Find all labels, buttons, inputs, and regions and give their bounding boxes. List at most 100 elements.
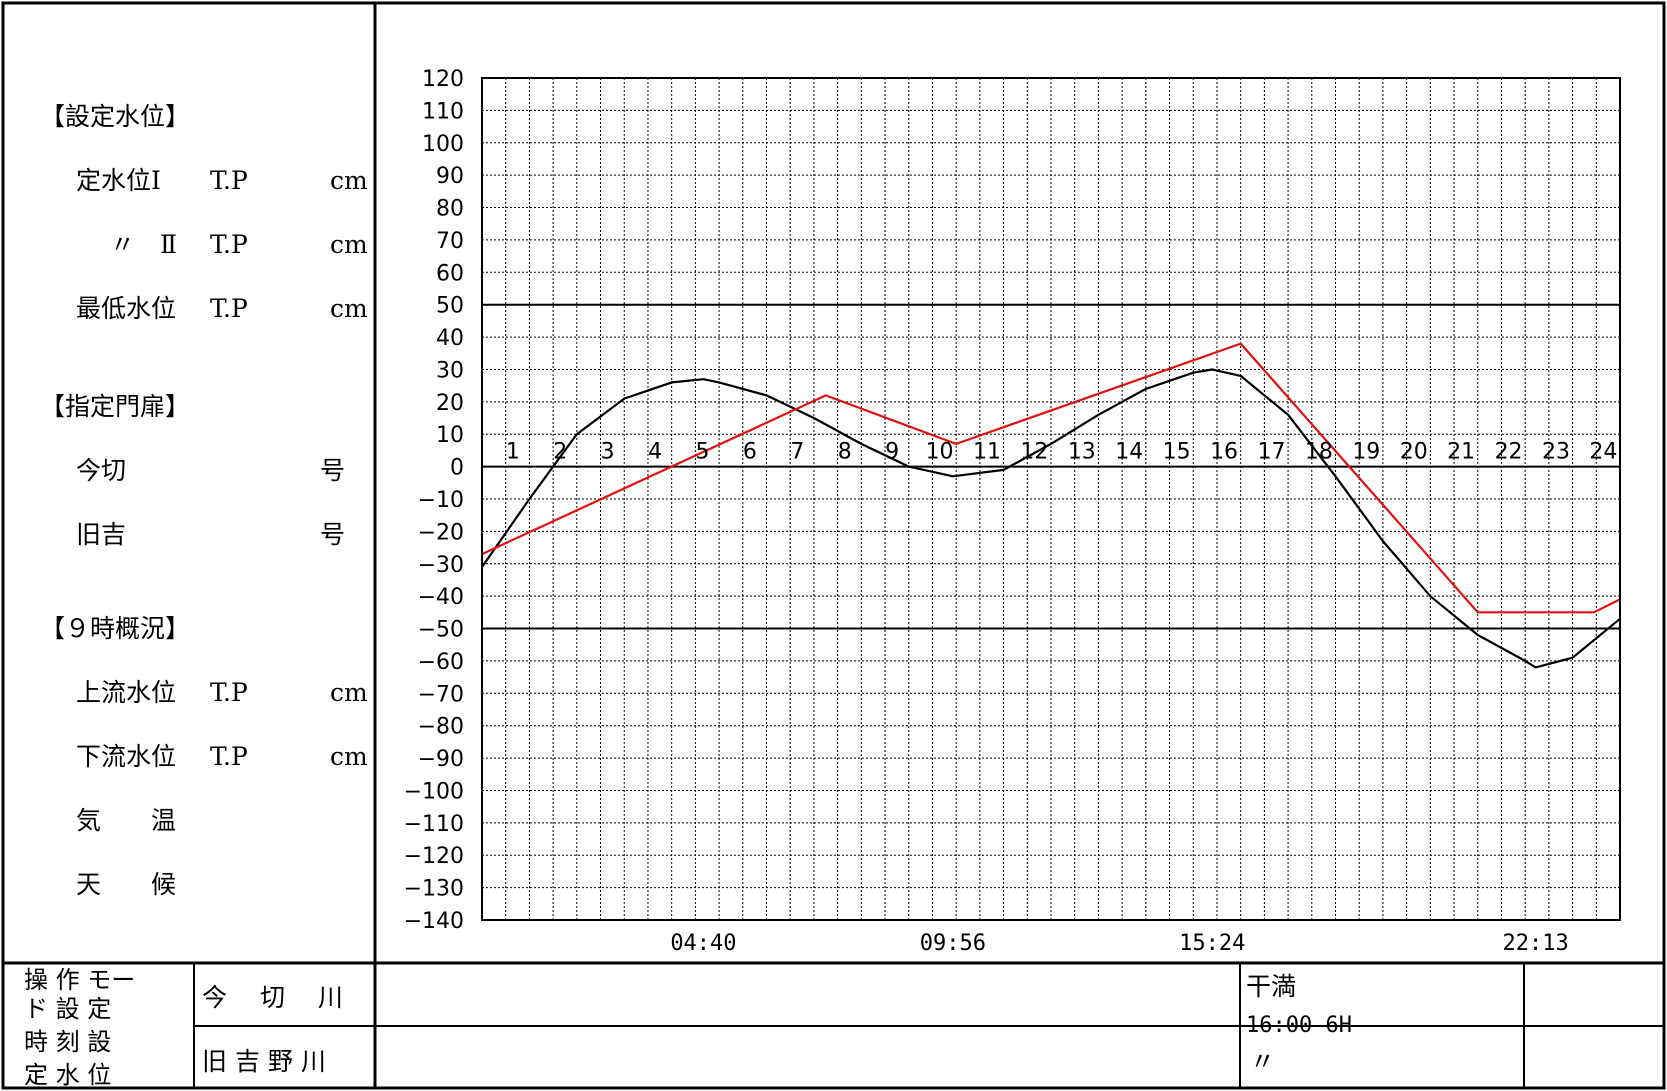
hour-label: 5 bbox=[695, 440, 709, 465]
y-tick-label: −120 bbox=[404, 844, 464, 869]
row-tp-level-2: T.P bbox=[210, 230, 248, 259]
y-tick-label: 80 bbox=[436, 197, 464, 222]
mode-label-line-1: 操 作 モー bbox=[24, 966, 135, 994]
y-tick-label: 120 bbox=[422, 67, 464, 92]
hour-label: 9 bbox=[885, 440, 899, 465]
hour-label: 21 bbox=[1447, 440, 1475, 465]
hour-label: 20 bbox=[1400, 440, 1428, 465]
hour-label: 1 bbox=[506, 440, 520, 465]
hour-label: 6 bbox=[743, 440, 757, 465]
mode-label-line-2: ド 設 定 bbox=[24, 995, 111, 1023]
time-annotations: 04:40 09:56 15:24 22:13 bbox=[670, 931, 1568, 956]
y-tick-label: −90 bbox=[418, 747, 464, 772]
hour-label: 10 bbox=[926, 440, 954, 465]
hour-label: 14 bbox=[1115, 440, 1143, 465]
y-tick-label: −130 bbox=[404, 877, 464, 902]
bottom-table: 操 作 モー ド 設 定 時 刻 設 定 水 位 今 切 川 旧 吉 野 川 干… bbox=[24, 966, 1352, 1089]
hour-label: 12 bbox=[1020, 440, 1048, 465]
y-tick-label: −60 bbox=[418, 650, 464, 675]
row-unit-downstream: cm bbox=[330, 742, 368, 771]
y-tick-label: −140 bbox=[404, 909, 464, 934]
row-label-temperature: 気 温 bbox=[76, 806, 176, 835]
y-tick-label: 70 bbox=[436, 229, 464, 254]
row-tp-level-1: T.P bbox=[210, 166, 248, 195]
river-label-imagiri: 今 切 川 bbox=[202, 983, 343, 1012]
y-tick-label: 100 bbox=[422, 132, 464, 157]
left-panel: 【設定水位】 定水位Ⅰ T.P cm 〃 Ⅱ T.P cm 最低水位 T.P c… bbox=[40, 102, 368, 899]
y-tick-label: 40 bbox=[436, 326, 464, 351]
hour-label: 17 bbox=[1257, 440, 1285, 465]
row-label-level-2: 〃 Ⅱ bbox=[110, 230, 177, 259]
plot-area-border bbox=[481, 77, 1621, 921]
y-tick-label: 20 bbox=[436, 391, 464, 416]
y-tick-label: −40 bbox=[418, 585, 464, 610]
y-tick-label: −110 bbox=[404, 812, 464, 837]
hour-label: 22 bbox=[1495, 440, 1523, 465]
river-label-kyuyoshino: 旧 吉 野 川 bbox=[202, 1047, 326, 1076]
y-tick-label: −20 bbox=[418, 520, 464, 545]
tide-ditto-mark: 〃 bbox=[1250, 1047, 1275, 1076]
y-axis-ticks: 1201101009080706050403020100−10−20−30−40… bbox=[404, 67, 464, 934]
hour-label: 13 bbox=[1068, 440, 1096, 465]
row-unit-min-level: cm bbox=[330, 294, 368, 323]
row-label-min-level: 最低水位 bbox=[76, 294, 176, 323]
row-tp-upstream: T.P bbox=[210, 678, 248, 707]
gate-unit-imagiri: 号 bbox=[320, 456, 345, 485]
hour-label: 2 bbox=[553, 440, 567, 465]
row-label-upstream: 上流水位 bbox=[76, 678, 176, 707]
gate-label-kyuyoshi: 旧吉 bbox=[76, 520, 126, 549]
hour-label: 23 bbox=[1542, 440, 1570, 465]
series-line-2 bbox=[481, 342, 1621, 614]
row-tp-min-level: T.P bbox=[210, 294, 248, 323]
y-tick-label: −80 bbox=[418, 715, 464, 740]
series-layer bbox=[481, 342, 1621, 669]
y-tick-label: −50 bbox=[418, 618, 464, 643]
y-tick-label: −30 bbox=[418, 553, 464, 578]
section-title-gates: 【指定門扉】 bbox=[40, 392, 190, 421]
y-tick-label: −10 bbox=[418, 488, 464, 513]
time-annotation-label: 22:13 bbox=[1502, 931, 1568, 956]
y-tick-label: 110 bbox=[422, 99, 464, 124]
row-label-level-1: 定水位Ⅰ bbox=[76, 166, 161, 195]
hour-label: 11 bbox=[973, 440, 1001, 465]
section-title-9am: 【９時概況】 bbox=[40, 614, 190, 643]
y-tick-label: −100 bbox=[404, 779, 464, 804]
time-annotation-label: 04:40 bbox=[670, 931, 736, 956]
time-annotation-label: 15:24 bbox=[1179, 931, 1245, 956]
y-tick-label: −70 bbox=[418, 682, 464, 707]
hour-label: 4 bbox=[648, 440, 662, 465]
mode-label-line-4: 定 水 位 bbox=[24, 1061, 111, 1089]
row-label-downstream: 下流水位 bbox=[76, 742, 176, 771]
gate-unit-kyuyoshi: 号 bbox=[320, 520, 345, 549]
tide-value: 16:00 6H bbox=[1246, 1013, 1352, 1038]
mode-label-line-3: 時 刻 設 bbox=[24, 1028, 111, 1056]
y-tick-label: 60 bbox=[436, 261, 464, 286]
hour-label: 7 bbox=[790, 440, 804, 465]
water-level-chart: 1201101009080706050403020100−10−20−30−40… bbox=[404, 67, 1621, 956]
hour-label: 16 bbox=[1210, 440, 1238, 465]
hour-label: 8 bbox=[838, 440, 852, 465]
row-tp-downstream: T.P bbox=[210, 742, 248, 771]
hour-label: 18 bbox=[1305, 440, 1333, 465]
y-tick-label: 10 bbox=[436, 423, 464, 448]
row-unit-upstream: cm bbox=[330, 678, 368, 707]
hour-label: 15 bbox=[1163, 440, 1191, 465]
bottom-table-grid bbox=[193, 963, 1664, 1088]
section-title-set-level: 【設定水位】 bbox=[40, 102, 190, 131]
y-tick-label: 0 bbox=[450, 456, 464, 481]
row-label-weather: 天 候 bbox=[76, 870, 176, 899]
y-tick-label: 30 bbox=[436, 358, 464, 383]
series-line-1 bbox=[481, 368, 1621, 669]
row-unit-level-2: cm bbox=[330, 230, 368, 259]
y-tick-label: 90 bbox=[436, 164, 464, 189]
hour-labels: 1 2 3 4 5 6 7 8 9 10 11 12 13 14 15 16 17 18 19 20 21 22 23 24 bbox=[506, 440, 1618, 465]
time-annotation-label: 09:56 bbox=[920, 931, 986, 956]
row-unit-level-1: cm bbox=[330, 166, 368, 195]
y-tick-label: 50 bbox=[436, 294, 464, 319]
tide-label: 干満 bbox=[1246, 972, 1296, 1001]
gate-label-imagiri: 今切 bbox=[76, 456, 126, 485]
hour-label: 19 bbox=[1352, 440, 1380, 465]
